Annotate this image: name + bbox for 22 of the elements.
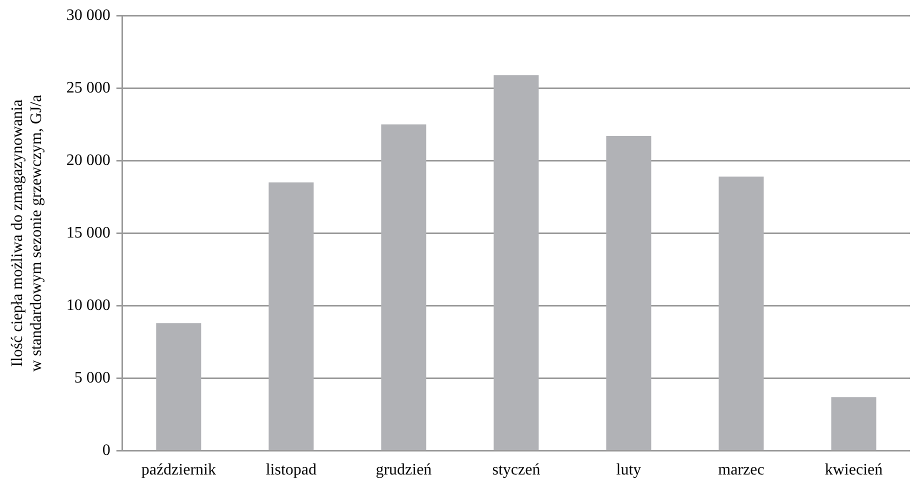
- x-tick-label: luty: [616, 462, 642, 479]
- bar: [381, 124, 426, 450]
- x-tick-label: kwiecień: [824, 462, 883, 479]
- bar: [268, 182, 314, 450]
- y-tick-label: 10 000: [66, 296, 110, 314]
- y-tick-label: 25 000: [66, 79, 110, 96]
- y-tick-label: 0: [102, 442, 110, 460]
- y-axis-title: Ilość ciepła możliwa do zmagazynowania w standardowym sezonie grzewczym, GJ/a: [8, 94, 46, 372]
- x-tick-label: listopad: [266, 462, 317, 479]
- bar: [718, 176, 764, 450]
- bar: [606, 136, 652, 450]
- y-tick-label: 15 000: [66, 224, 110, 242]
- bar: [156, 323, 202, 450]
- x-tick-label: październik: [141, 462, 216, 479]
- bar: [494, 75, 539, 450]
- x-tick-label: grudzień: [376, 462, 432, 479]
- y-tick-label: 5 000: [74, 369, 110, 386]
- y-tick-label: 20 000: [66, 152, 110, 169]
- y-tick-label: 30 000: [66, 6, 110, 24]
- x-tick-label: marzec: [718, 462, 764, 479]
- x-tick-label: styczeń: [492, 462, 540, 479]
- bar: [831, 397, 876, 450]
